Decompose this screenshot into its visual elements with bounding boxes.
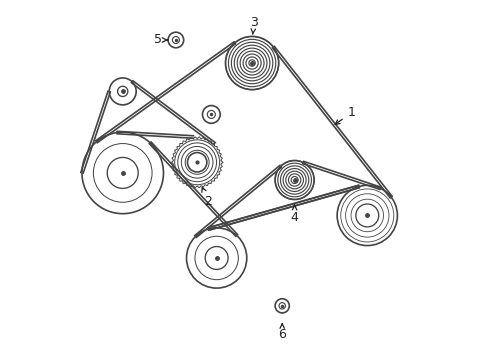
- Text: 4: 4: [291, 205, 298, 224]
- Text: 3: 3: [250, 16, 258, 34]
- Text: 2: 2: [202, 188, 212, 208]
- Text: 6: 6: [278, 324, 286, 341]
- Text: 1: 1: [335, 106, 355, 124]
- Text: 5: 5: [154, 33, 168, 46]
